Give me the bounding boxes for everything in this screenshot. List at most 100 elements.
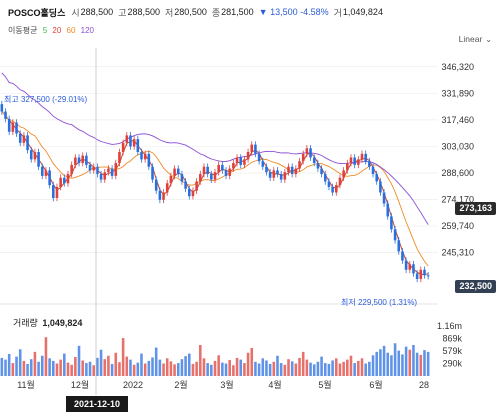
candle-body [309,148,312,158]
candle-body [118,152,121,164]
volume-bar [52,360,55,376]
candle-body [202,166,206,175]
candle-body [70,164,73,175]
volume-bar [132,364,136,376]
volume-bar [312,364,316,376]
candle-body [147,153,151,167]
volume-bar [103,359,107,376]
volume-bar [338,363,342,376]
ma-period-5: 5 [42,26,48,35]
volume-bar [11,363,15,376]
candle-body [323,174,327,182]
candle-body [243,159,246,165]
candle-body [121,142,125,152]
volume-bar [250,347,254,376]
volume-bar [254,361,257,376]
volume-bar [397,350,401,376]
candle-body [85,155,88,165]
high-annotation: 최고 327,500 (-29.01%) [4,95,88,104]
candle-body [298,161,301,169]
last-price-tag: 232,500 [455,280,496,293]
candle-body [44,170,48,176]
volume-bar [379,349,382,376]
volume-bar [125,356,129,376]
crosshair-date-tag: 2021-12-10 [66,396,128,412]
low-annotation: 최저 229,500 (1.31%) [341,298,418,307]
ma-title: 이동평균 [8,26,38,35]
volume-bar [327,363,331,376]
volume-bar [7,354,11,376]
candle-body [77,157,81,164]
volume-bar [283,364,287,376]
candle-body [107,168,110,173]
candle-body [173,168,176,176]
volume-bar [360,358,364,376]
candle-body [375,174,378,182]
x-tick-label: 28 [419,380,429,390]
volume-bar [323,363,327,376]
candle-body [206,166,209,175]
candle-body [169,175,173,184]
volume-bar [187,353,191,376]
ma-period-120: 120 [80,26,95,35]
candle-body [239,157,243,165]
volume-bar [4,359,7,376]
candle-body [327,181,331,187]
candle-body [360,153,364,160]
y-tick-label: 259,740 [441,221,474,231]
candlestick-series [0,100,430,283]
candle-body [132,139,136,147]
high-label: 고 [118,7,127,18]
volume-label: 거 [333,7,342,18]
volume-bar [206,363,209,376]
moving-average-legend[interactable]: 이동평균 5 20 60 120 [8,25,97,37]
volume-bar [154,347,158,376]
volume-bar [184,356,187,376]
candle-body [221,164,224,171]
volume-bar [290,361,294,376]
volume-title: 거래량 1,049,824 [13,316,82,329]
volume-bar [279,363,283,376]
candle-body [276,170,279,175]
candle-body [301,153,305,162]
volume-bar [140,353,143,376]
candle-body [140,152,143,160]
volume-bar [202,358,206,376]
scale-selector[interactable]: Linear ⌄ [459,34,492,44]
volume-bar [195,361,198,376]
x-tick-label: 4월 [268,379,281,390]
volume-bar [55,363,59,376]
candle-body [401,251,404,261]
volume-bar [349,355,353,376]
volume-bar [390,355,393,376]
candle-body [213,172,217,180]
volume-bar [110,363,114,376]
x-tick-label: 11월 [17,379,35,390]
candle-body [353,157,356,165]
volume-bar [331,360,334,376]
candle-body [390,216,393,230]
volume-bar [22,360,26,376]
volume-bar [118,362,121,376]
volume-bar [15,356,18,376]
x-tick-label: 3월 [220,379,233,390]
candle-body [412,264,415,274]
volume-bar [81,360,84,376]
volume-bar [121,338,125,376]
candle-body [279,174,283,180]
volume-bar [33,351,37,376]
candle-body [426,275,430,277]
candle-body [88,164,92,171]
volume-tick-label: 1.16m [437,321,462,331]
y-tick-label: 331,890 [441,88,474,98]
volume-bar [316,361,320,376]
volume-bar [342,361,345,376]
volume-bar [99,349,103,376]
volume-bar [364,363,367,376]
volume-bar [265,360,268,376]
candle-body [7,118,11,132]
volume-bar [29,359,33,376]
volume-bar [298,357,301,376]
volume-bar [301,351,305,376]
